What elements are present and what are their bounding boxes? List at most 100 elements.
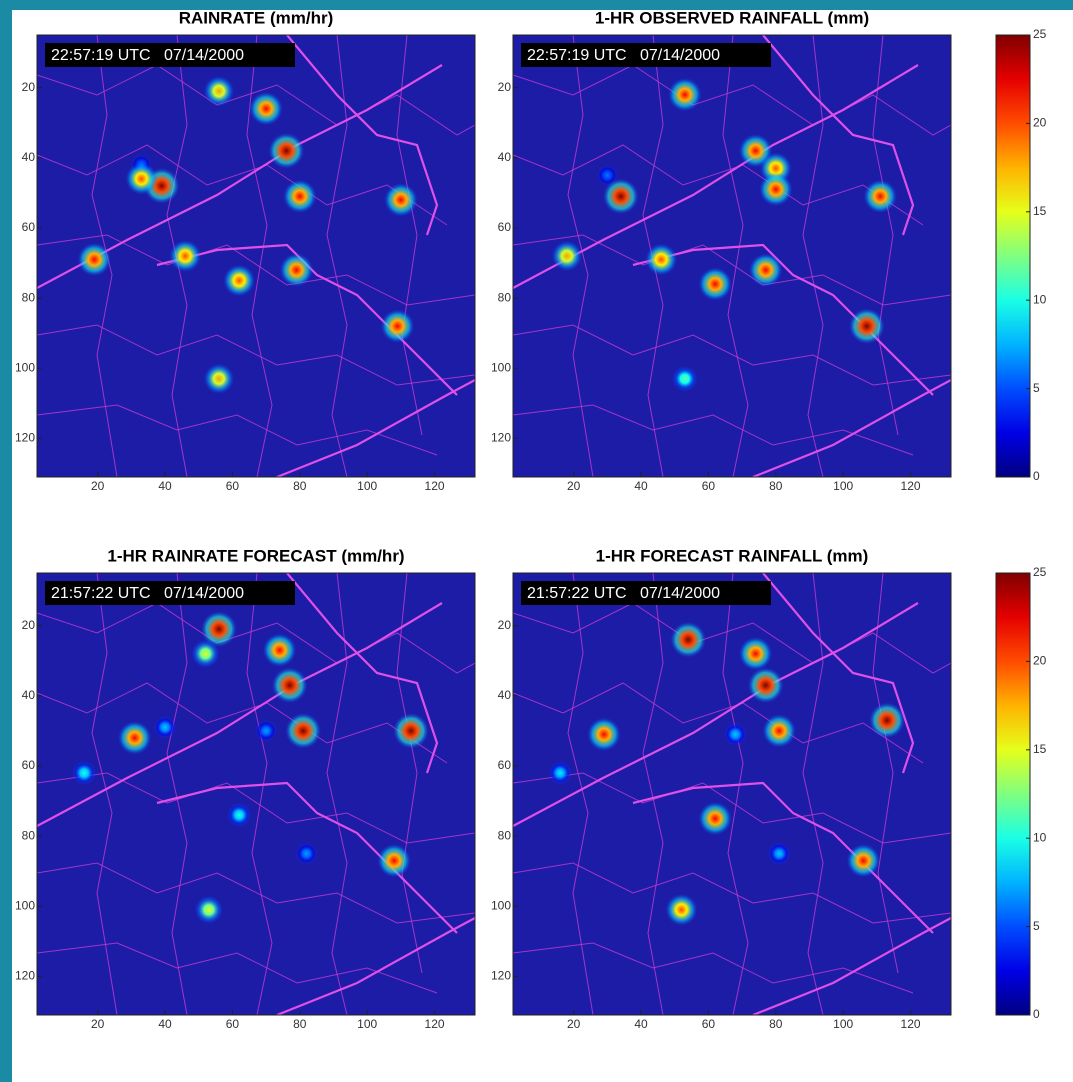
rain-cell (262, 633, 297, 667)
rain-cell (279, 253, 314, 287)
y-tick-label: 80 (498, 828, 512, 842)
x-tick-label: 80 (293, 479, 307, 493)
rain-cell (762, 714, 796, 748)
x-tick-label: 40 (158, 479, 172, 493)
x-tick-label: 20 (91, 479, 105, 493)
x-tick-label: 120 (425, 1017, 445, 1031)
rain-cell (698, 801, 732, 836)
rain-cell (72, 760, 97, 785)
rain-cell (587, 717, 621, 752)
rain-cell (194, 895, 223, 924)
y-tick-label: 120 (15, 969, 35, 983)
timestamp-box (521, 43, 771, 67)
timestamp: 21:57:22 UTC 07/14/2000 (527, 585, 720, 602)
frame-band (0, 0, 12, 1082)
timestamp: 22:57:19 UTC 07/14/2000 (51, 47, 244, 64)
y-tick-label: 60 (22, 220, 36, 234)
rain-cell (863, 179, 898, 214)
y-tick-label: 120 (491, 431, 511, 445)
y-tick-label: 80 (498, 290, 512, 304)
colorbar-tick-label: 0 (1033, 1007, 1040, 1021)
rain-cell (203, 363, 235, 394)
y-tick-label: 20 (22, 80, 36, 94)
x-tick-label: 100 (833, 479, 853, 493)
rain-cell (698, 267, 732, 301)
panel-title: RAINRATE (mm/hr) (179, 8, 334, 27)
rain-cell (767, 842, 791, 865)
x-tick-label: 120 (425, 479, 445, 493)
colorbar-tick-label: 10 (1033, 292, 1047, 306)
x-tick-label: 60 (702, 1017, 716, 1031)
rain-cell (191, 639, 220, 668)
plot-area (513, 35, 951, 477)
rain-cell (169, 240, 202, 272)
y-tick-label: 40 (22, 688, 36, 702)
plot-area (37, 35, 475, 477)
x-tick-label: 80 (769, 479, 783, 493)
x-tick-label: 100 (357, 1017, 377, 1031)
y-tick-label: 100 (491, 898, 511, 912)
colorbar-tick-label: 25 (1033, 565, 1047, 579)
x-tick-label: 120 (901, 1017, 921, 1031)
timestamp-box (521, 581, 771, 605)
rain-cell (724, 723, 747, 746)
colorbar-tick-label: 5 (1033, 919, 1040, 933)
plot-frame (36, 572, 476, 1016)
rain-cell (392, 712, 429, 749)
rain-cell (668, 77, 702, 112)
rain-cell (672, 365, 698, 392)
y-tick-label: 40 (498, 150, 512, 164)
rain-cell (227, 803, 252, 828)
timestamp: 22:57:19 UTC 07/14/2000 (527, 47, 720, 64)
map-panel: RAINRATE (mm/hr) 22:57:19 UTC 07/14/2000 2… (15, 8, 476, 493)
plot-background (513, 573, 951, 1015)
rain-cell (848, 308, 885, 345)
y-tick-label: 120 (491, 969, 511, 983)
colorbar-tick-label: 25 (1033, 27, 1047, 41)
plot-background (37, 573, 475, 1015)
rain-cell (645, 243, 678, 276)
rain-cell (759, 172, 793, 207)
colorbar-tick-label: 15 (1033, 204, 1047, 218)
y-tick-label: 40 (22, 150, 36, 164)
x-tick-label: 60 (226, 479, 240, 493)
rain-cell (223, 264, 256, 297)
x-tick-label: 60 (226, 1017, 240, 1031)
y-tick-label: 100 (491, 360, 511, 374)
plot-frame (36, 34, 476, 478)
x-tick-label: 20 (91, 1017, 105, 1031)
rain-cell (249, 91, 283, 126)
x-tick-label: 80 (769, 1017, 783, 1031)
plot-frame (512, 572, 952, 1016)
panel-title: 1-HR FORECAST RAINFALL (mm) (596, 546, 869, 565)
y-tick-label: 80 (22, 290, 36, 304)
x-tick-label: 80 (293, 1017, 307, 1031)
colorbar (995, 572, 1031, 1016)
x-tick-label: 40 (158, 1017, 172, 1031)
y-tick-label: 40 (498, 688, 512, 702)
colorbar-tick-label: 15 (1033, 742, 1047, 756)
rain-cell (268, 132, 305, 169)
rain-cell (117, 721, 152, 755)
timestamp-box (45, 581, 295, 605)
x-tick-label: 20 (567, 479, 581, 493)
plot-area (513, 573, 951, 1015)
rain-cell (548, 761, 572, 785)
plot-background (513, 35, 951, 477)
rain-cell (255, 720, 277, 742)
rain-cell (125, 162, 158, 195)
rain-cell (551, 240, 583, 272)
rain-cell (283, 179, 317, 214)
y-tick-label: 100 (15, 898, 35, 912)
y-tick-label: 60 (22, 758, 36, 772)
map-panel: 1-HR OBSERVED RAINFALL (mm) 22:57:19 UTC … (491, 8, 1047, 493)
y-tick-label: 20 (498, 80, 512, 94)
timestamp-box (45, 43, 295, 67)
colorbar-tick-label: 10 (1033, 830, 1047, 844)
rain-cell (77, 242, 112, 277)
rain-cell (153, 716, 177, 739)
rain-cell (748, 253, 783, 287)
y-tick-label: 60 (498, 220, 512, 234)
map-panel: 1-HR RAINRATE FORECAST (mm/hr) 21:57:22 U… (15, 546, 476, 1031)
panel-title: 1-HR RAINRATE FORECAST (mm/hr) (107, 546, 404, 565)
